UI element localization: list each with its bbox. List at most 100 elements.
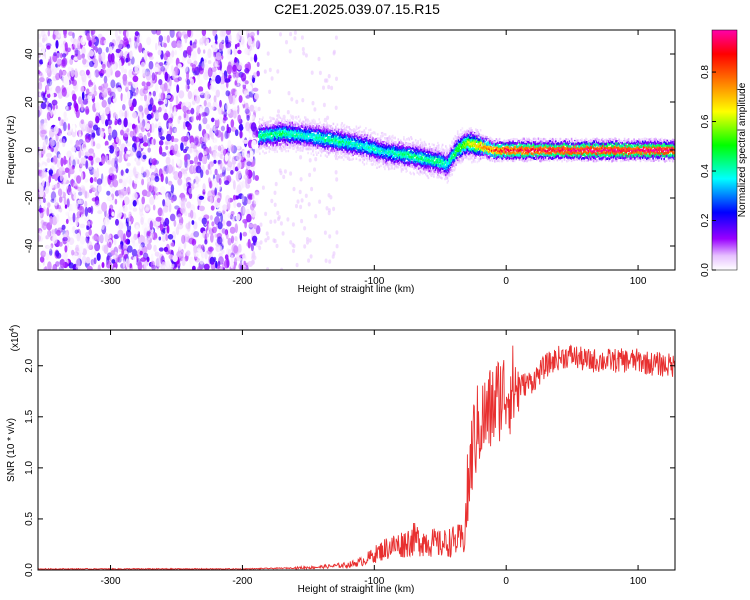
noise-cell	[132, 75, 139, 83]
signal-cell	[312, 146, 315, 149]
noise-cell	[46, 41, 51, 46]
signal-cell	[293, 120, 296, 124]
noise-cell	[120, 169, 124, 176]
noise-cell	[150, 139, 154, 146]
noise-cell	[301, 47, 305, 52]
noise-cell	[247, 36, 252, 46]
noise-cell	[55, 213, 60, 223]
noise-cell	[237, 162, 241, 170]
noise-cell	[89, 85, 93, 94]
noise-cell	[152, 194, 159, 201]
noise-cell	[139, 122, 145, 131]
noise-cell	[235, 35, 240, 43]
signal-cell	[352, 141, 354, 144]
noise-cell	[295, 262, 299, 268]
noise-cell	[50, 147, 54, 152]
noise-cell	[89, 60, 94, 68]
noise-cell	[218, 41, 224, 51]
noise-cell	[160, 229, 166, 235]
noise-cell	[238, 80, 242, 89]
noise-cell	[187, 85, 190, 90]
signal-cell	[392, 136, 395, 140]
noise-cell	[256, 30, 260, 36]
noise-cell	[68, 262, 74, 269]
noise-cell	[126, 258, 130, 268]
signal-cell	[308, 122, 311, 126]
signal-cell	[361, 130, 363, 134]
noise-cell	[177, 222, 184, 230]
noise-cell	[111, 265, 114, 270]
noise-cell	[75, 244, 80, 251]
noise-cell	[88, 40, 92, 47]
noise-cell	[251, 235, 258, 243]
noise-cell	[249, 133, 254, 138]
noise-cell	[132, 200, 137, 207]
noise-cell	[160, 92, 166, 101]
noise-cell	[128, 178, 133, 186]
noise-cell	[38, 103, 42, 109]
noise-cell	[149, 220, 153, 231]
noise-cell	[46, 152, 52, 158]
noise-cell	[113, 234, 120, 240]
noise-cell	[208, 146, 212, 155]
signal-cell	[279, 116, 282, 120]
noise-cell	[135, 224, 140, 235]
noise-cell	[46, 45, 51, 50]
noise-cell	[103, 244, 109, 254]
noise-cell	[214, 168, 218, 176]
noise-cell	[158, 127, 164, 136]
noise-cell	[167, 122, 174, 128]
noise-cell	[197, 47, 201, 55]
noise-cell	[58, 241, 63, 247]
noise-cell	[73, 158, 80, 169]
signal-cell	[316, 153, 318, 156]
signal-cell	[331, 139, 334, 142]
noise-cell	[330, 85, 334, 91]
noise-cell	[131, 228, 135, 238]
noise-cell	[101, 262, 105, 268]
noise-cell	[303, 226, 307, 231]
noise-cell	[96, 178, 103, 185]
noise-cell	[125, 57, 129, 63]
noise-cell	[91, 38, 97, 43]
noise-cell	[147, 52, 153, 58]
signal-cell	[304, 137, 307, 140]
noise-cell	[70, 139, 73, 145]
noise-cell	[154, 83, 159, 93]
signal-cell	[259, 152, 261, 155]
noise-cell	[282, 174, 286, 180]
noise-cell	[205, 233, 210, 238]
noise-cell	[85, 106, 90, 115]
noise-cell	[193, 244, 198, 254]
noise-cell	[127, 239, 131, 245]
noise-cell	[86, 173, 90, 177]
noise-cell	[110, 45, 115, 54]
noise-cell	[108, 145, 114, 150]
noise-cell	[212, 75, 216, 82]
noise-cell	[241, 38, 245, 48]
noise-cell	[101, 221, 105, 231]
noise-cell	[98, 216, 102, 226]
signal-cell	[350, 131, 352, 135]
signal-cell	[270, 119, 272, 122]
noise-cell	[121, 85, 126, 90]
noise-cell	[154, 63, 161, 73]
noise-cell	[162, 261, 166, 266]
noise-cell	[61, 138, 66, 148]
noise-cell	[257, 106, 261, 112]
noise-cell	[68, 31, 74, 36]
noise-cell	[171, 41, 177, 49]
noise-cell	[149, 231, 154, 239]
noise-cell	[173, 170, 179, 181]
signal-cell	[284, 133, 286, 136]
signal-cell	[324, 124, 327, 127]
noise-cell	[140, 257, 147, 262]
noise-cell	[70, 37, 76, 43]
noise-cell	[198, 113, 201, 121]
noise-cell	[279, 221, 283, 226]
noise-cell	[177, 171, 183, 179]
noise-cell	[223, 110, 228, 118]
noise-cell	[114, 70, 121, 78]
noise-cell	[256, 62, 260, 67]
noise-cell	[222, 267, 226, 270]
